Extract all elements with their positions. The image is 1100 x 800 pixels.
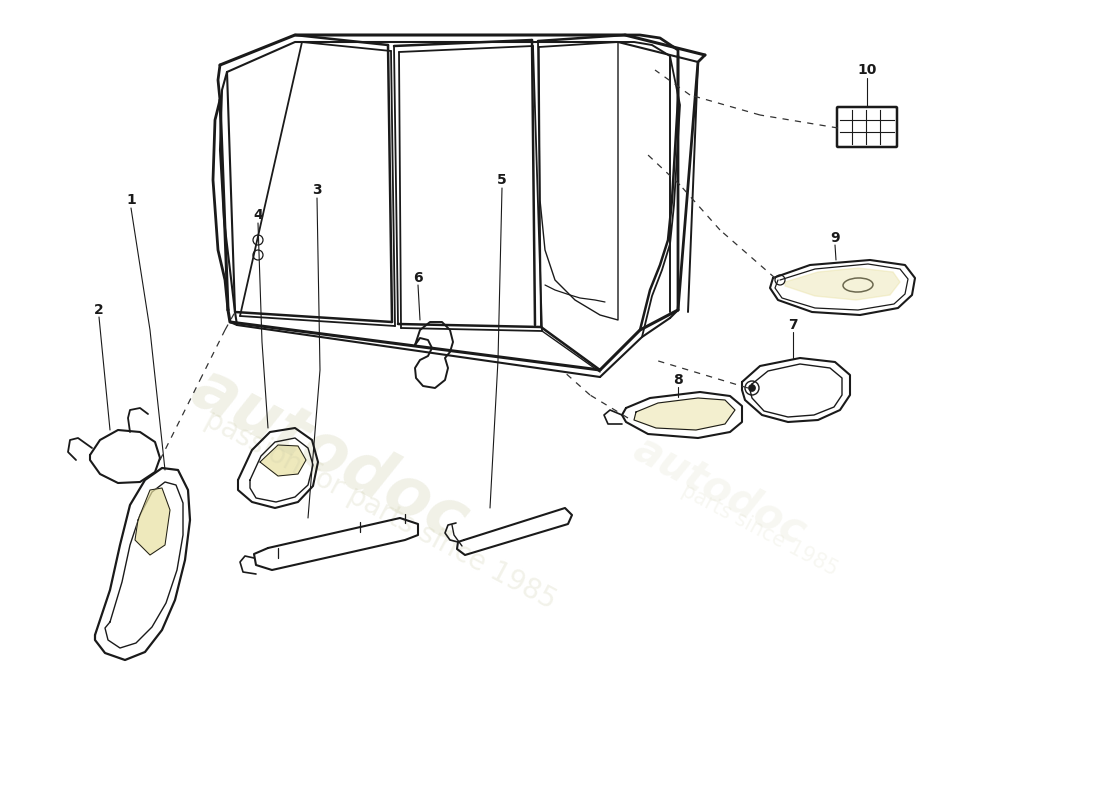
Text: 5: 5 <box>497 173 507 187</box>
Text: 9: 9 <box>830 231 839 245</box>
Text: autodoc: autodoc <box>627 427 813 553</box>
Text: 1: 1 <box>126 193 136 207</box>
Text: autodoc: autodoc <box>180 354 480 555</box>
Text: parts since 1985: parts since 1985 <box>679 480 842 580</box>
Circle shape <box>748 385 756 391</box>
FancyBboxPatch shape <box>837 107 896 147</box>
Text: 8: 8 <box>673 373 683 387</box>
Text: passion for parts since 1985: passion for parts since 1985 <box>199 406 560 614</box>
Text: 3: 3 <box>312 183 322 197</box>
Text: 2: 2 <box>95 303 103 317</box>
Polygon shape <box>634 398 735 430</box>
Text: 7: 7 <box>789 318 797 332</box>
Text: 10: 10 <box>857 63 877 77</box>
Text: 4: 4 <box>253 208 263 222</box>
Polygon shape <box>260 445 306 476</box>
Polygon shape <box>135 488 170 555</box>
Text: 6: 6 <box>414 271 422 285</box>
Polygon shape <box>785 268 900 300</box>
